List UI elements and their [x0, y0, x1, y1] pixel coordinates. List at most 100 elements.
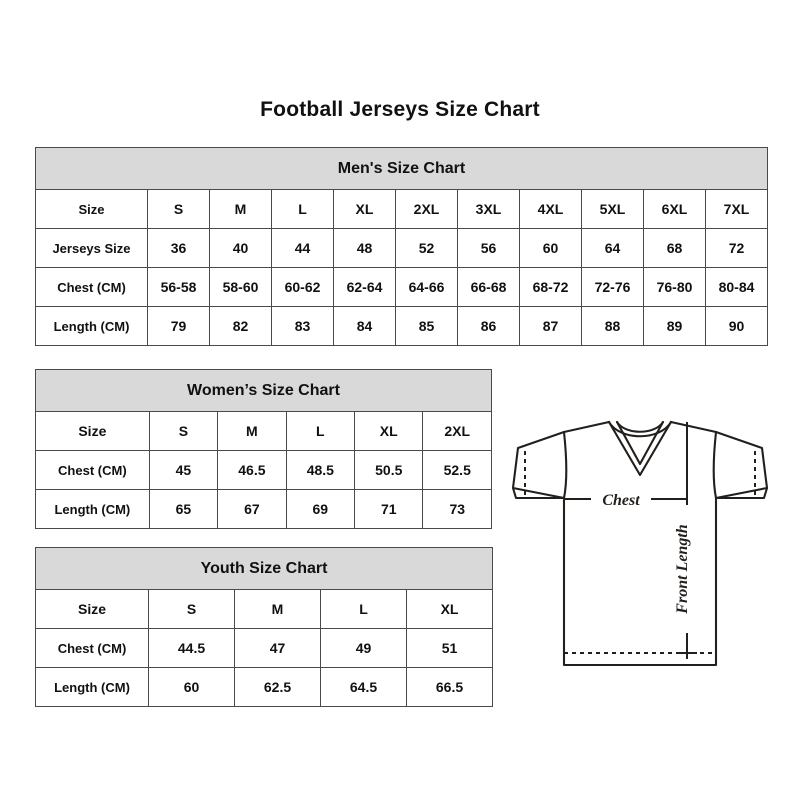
column-header: XL	[405, 589, 494, 629]
jersey-left-shoulder	[562, 420, 611, 434]
table-cell: 44.5	[148, 628, 235, 668]
jersey-measurement-diagram: Chest Front Length	[505, 405, 775, 675]
table-row: Chest (CM) 44.5 47 49 51	[35, 628, 494, 668]
table-cell: 45	[148, 450, 219, 490]
table-row: Length (CM) 79 82 83 84 85 86 87 88 89 9…	[35, 306, 768, 346]
page-title: Football Jerseys Size Chart	[260, 98, 540, 121]
table-header-row: Size S M L XL 2XL 3XL 4XL 5XL 6XL 7XL	[35, 189, 768, 229]
table-cell: 46.5	[217, 450, 287, 490]
table-cell: 69	[285, 489, 356, 529]
womens-size-chart-table: Women’s Size Chart Size S M L XL 2XL Che…	[35, 369, 492, 529]
column-header: Size	[35, 189, 148, 229]
table-cell: 40	[209, 228, 272, 268]
row-label: Chest (CM)	[35, 450, 150, 490]
jersey-body-outline	[562, 496, 718, 667]
column-header: 2XL	[395, 189, 458, 229]
column-header: Size	[35, 589, 149, 629]
table-cell: 68-72	[519, 267, 582, 307]
table-cell: 71	[354, 489, 424, 529]
table-cell: 64.5	[320, 667, 407, 707]
table-header-row: Size S M L XL 2XL	[35, 411, 492, 451]
table-cell: 76-80	[643, 267, 706, 307]
table-cell: 51	[405, 628, 494, 668]
column-header: L	[271, 189, 334, 229]
column-header: 3XL	[457, 189, 520, 229]
youth-size-chart-table: Youth Size Chart Size S M L XL Chest (CM…	[34, 547, 494, 707]
youth-chart-band-title: Youth Size Chart	[34, 547, 494, 590]
mens-size-chart-table: Men's Size Chart Size S M L XL 2XL 3XL 4…	[35, 147, 768, 346]
jersey-right-underarm	[714, 486, 769, 500]
table-cell: 73	[422, 489, 492, 529]
table-band-row: Women’s Size Chart	[35, 369, 492, 412]
table-cell: 50.5	[354, 450, 424, 490]
table-cell: 83	[271, 306, 334, 346]
womens-chart-band-title: Women’s Size Chart	[35, 369, 492, 412]
table-cell: 58-60	[209, 267, 272, 307]
table-header-row: Size S M L XL	[35, 589, 494, 629]
table-cell: 60-62	[271, 267, 334, 307]
chest-measure-label: Chest	[602, 492, 640, 509]
table-cell: 86	[457, 306, 520, 346]
column-header: M	[234, 589, 321, 629]
table-row: Length (CM) 60 62.5 64.5 66.5	[35, 667, 494, 707]
table-cell: 47	[234, 628, 321, 668]
table-cell: 85	[395, 306, 458, 346]
jersey-vneck-outer	[607, 420, 673, 477]
table-cell: 52	[395, 228, 458, 268]
column-header: M	[217, 411, 287, 451]
column-header: 4XL	[519, 189, 582, 229]
table-row: Chest (CM) 45 46.5 48.5 50.5 52.5	[35, 450, 492, 490]
row-label: Length (CM)	[35, 667, 149, 707]
jersey-right-armhole	[712, 430, 718, 500]
column-header: XL	[333, 189, 396, 229]
table-row: Length (CM) 65 67 69 71 73	[35, 489, 492, 529]
table-cell: 65	[148, 489, 219, 529]
table-cell: 72	[705, 228, 768, 268]
table-cell: 62.5	[234, 667, 321, 707]
table-cell: 87	[519, 306, 582, 346]
table-cell: 89	[643, 306, 706, 346]
column-header: Size	[35, 411, 150, 451]
jersey-right-shoulder	[669, 420, 718, 434]
column-header: L	[320, 589, 407, 629]
jersey-collar-curve-outer	[607, 420, 673, 438]
table-cell: 66.5	[405, 667, 494, 707]
table-cell: 56	[457, 228, 520, 268]
row-label: Length (CM)	[35, 489, 150, 529]
table-cell: 64-66	[395, 267, 458, 307]
column-header: M	[209, 189, 272, 229]
column-header: S	[147, 189, 210, 229]
column-header: L	[285, 411, 356, 451]
jersey-left-armhole	[562, 430, 568, 500]
column-header: S	[148, 411, 219, 451]
table-cell: 48	[333, 228, 396, 268]
column-header: 5XL	[581, 189, 644, 229]
table-cell: 64	[581, 228, 644, 268]
table-cell: 80-84	[705, 267, 768, 307]
table-cell: 48.5	[285, 450, 356, 490]
table-cell: 68	[643, 228, 706, 268]
jersey-right-sleeve	[714, 430, 769, 500]
mens-chart-band-title: Men's Size Chart	[35, 147, 768, 190]
table-row: Chest (CM) 56-58 58-60 60-62 62-64 64-66…	[35, 267, 768, 307]
table-band-row: Youth Size Chart	[34, 547, 494, 590]
front-length-measure-label: Front Length	[674, 524, 691, 614]
column-header: 6XL	[643, 189, 706, 229]
column-header: 2XL	[422, 411, 492, 451]
table-cell: 52.5	[422, 450, 492, 490]
table-cell: 62-64	[333, 267, 396, 307]
table-cell: 36	[147, 228, 210, 268]
table-cell: 72-76	[581, 267, 644, 307]
jersey-vneck-inner	[615, 420, 665, 466]
table-cell: 67	[217, 489, 287, 529]
table-cell: 44	[271, 228, 334, 268]
row-label: Length (CM)	[35, 306, 148, 346]
table-cell: 90	[705, 306, 768, 346]
column-header: 7XL	[705, 189, 768, 229]
table-cell: 60	[519, 228, 582, 268]
table-cell: 49	[320, 628, 407, 668]
table-row: Jerseys Size 36 40 44 48 52 56 60 64 68 …	[35, 228, 768, 268]
table-cell: 88	[581, 306, 644, 346]
table-cell: 56-58	[147, 267, 210, 307]
column-header: XL	[354, 411, 424, 451]
